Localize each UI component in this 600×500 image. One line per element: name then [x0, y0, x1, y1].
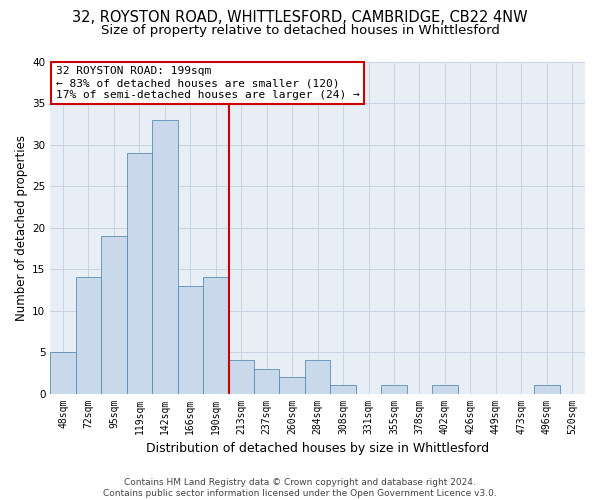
Bar [280, 377, 305, 394]
Bar [76, 278, 101, 394]
Bar [381, 386, 407, 394]
Bar [534, 386, 560, 394]
Text: Contains HM Land Registry data © Crown copyright and database right 2024.
Contai: Contains HM Land Registry data © Crown c… [103, 478, 497, 498]
Text: Size of property relative to detached houses in Whittlesford: Size of property relative to detached ho… [101, 24, 499, 37]
Bar [432, 386, 458, 394]
X-axis label: Distribution of detached houses by size in Whittlesford: Distribution of detached houses by size … [146, 442, 489, 455]
Bar [178, 286, 203, 394]
Bar [127, 153, 152, 394]
Bar [152, 120, 178, 394]
Bar [331, 386, 356, 394]
Bar [305, 360, 331, 394]
Bar [229, 360, 254, 394]
Y-axis label: Number of detached properties: Number of detached properties [15, 134, 28, 320]
Bar [50, 352, 76, 394]
Bar [101, 236, 127, 394]
Bar [203, 278, 229, 394]
Text: 32, ROYSTON ROAD, WHITTLESFORD, CAMBRIDGE, CB22 4NW: 32, ROYSTON ROAD, WHITTLESFORD, CAMBRIDG… [72, 10, 528, 25]
Text: 32 ROYSTON ROAD: 199sqm
← 83% of detached houses are smaller (120)
17% of semi-d: 32 ROYSTON ROAD: 199sqm ← 83% of detache… [56, 66, 359, 100]
Bar [254, 368, 280, 394]
